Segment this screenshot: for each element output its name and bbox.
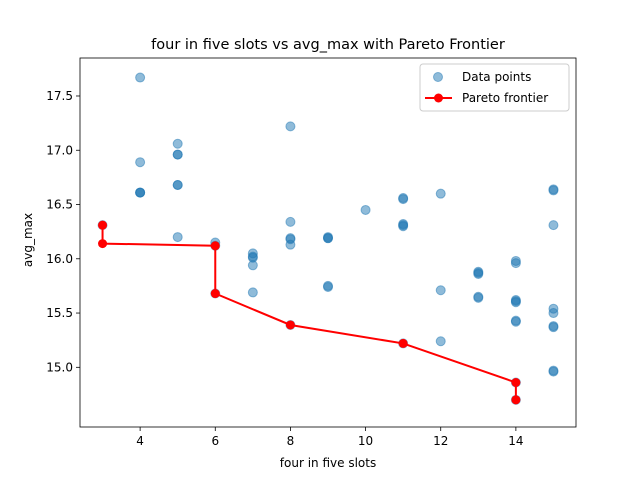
y-axis-label: avg_max: [21, 213, 35, 267]
data-point: [548, 366, 559, 377]
legend-label-pareto: Pareto frontier: [462, 91, 548, 105]
data-point: [285, 121, 296, 132]
x-axis-label: four in five slots: [280, 456, 376, 470]
axes-frame: [79, 57, 577, 428]
pareto-frontier-line: [101, 225, 517, 400]
data-point: [172, 138, 183, 149]
x-tick-label: 10: [358, 434, 373, 448]
pareto-point: [511, 378, 521, 388]
data-point: [172, 232, 183, 243]
data-point: [285, 216, 296, 227]
legend-marker-pareto: [434, 93, 443, 103]
data-point: [323, 233, 333, 244]
pareto-point: [398, 338, 408, 348]
data-point: [473, 268, 484, 279]
y-tick-label: 16.0: [46, 252, 73, 266]
x-tick-label: 4: [136, 434, 144, 448]
data-point: [435, 188, 446, 199]
data-point: [135, 187, 146, 198]
legend-box: [419, 63, 570, 112]
y-tick-label: 15.5: [46, 306, 73, 320]
pareto-point: [98, 220, 108, 230]
data-point: [247, 260, 258, 271]
data-point: [510, 258, 521, 269]
x-tick-label: 8: [287, 434, 295, 448]
data-point: [548, 322, 559, 333]
data-point: [510, 297, 521, 308]
data-point: [398, 194, 409, 205]
y-tick-label: 17.0: [46, 143, 73, 157]
data-point: [435, 285, 446, 296]
chart-title: four in five slots vs avg_max with Paret…: [151, 37, 505, 53]
data-point: [435, 336, 446, 347]
data-point: [172, 149, 183, 160]
pareto-point: [511, 395, 521, 405]
data-point: [285, 239, 296, 250]
legend-marker-data-points: [433, 72, 443, 82]
data-point: [510, 316, 521, 327]
x-tick-label: 14: [508, 434, 523, 448]
data-point: [360, 204, 371, 215]
pareto-point: [98, 239, 108, 249]
y-tick-label: 15.0: [46, 360, 73, 374]
pareto-point: [285, 320, 295, 330]
data-point: [172, 179, 183, 190]
data-point: [473, 292, 484, 303]
data-point: [398, 221, 409, 232]
y-tick-label: 16.5: [46, 198, 73, 212]
pareto-point: [210, 289, 220, 299]
data-point: [247, 287, 258, 298]
data-point: [548, 308, 559, 319]
legend: Data points Pareto frontier: [419, 63, 570, 112]
data-point: [135, 157, 146, 168]
x-tick-label: 6: [211, 434, 219, 448]
legend-label-data-points: Data points: [462, 70, 531, 84]
x-tick-label: 12: [433, 434, 448, 448]
pareto-point: [210, 241, 220, 251]
data-point: [323, 281, 333, 292]
data-point: [548, 185, 559, 196]
plot-area: 4 6 8 10 12 14 15.0 15.5 16.0 16.5 17.0 17.5: [46, 57, 577, 448]
data-point: [135, 72, 146, 83]
y-tick-label: 17.5: [46, 89, 73, 103]
data-point: [548, 220, 559, 231]
